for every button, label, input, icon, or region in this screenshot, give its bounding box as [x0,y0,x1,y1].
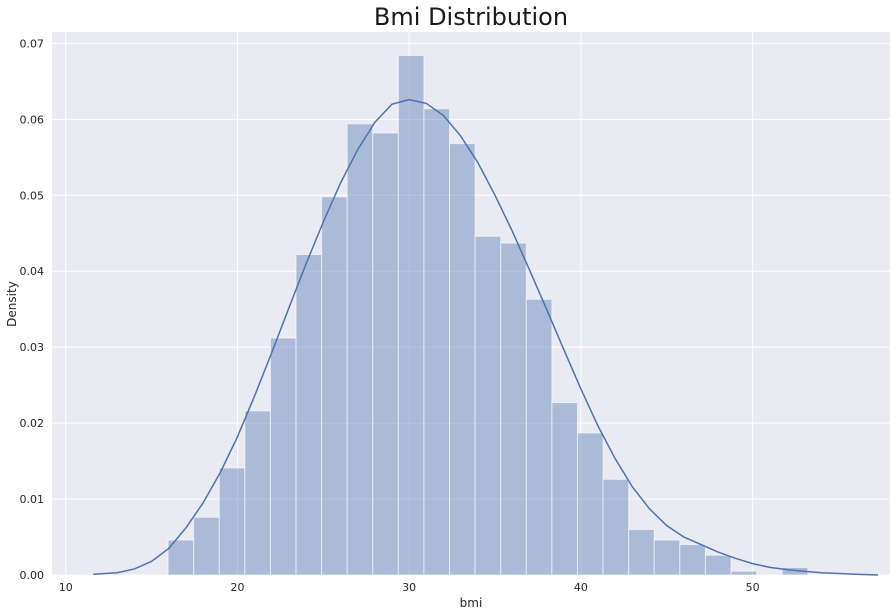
histogram-bar-15 [551,402,578,576]
histogram-bar-7 [346,123,374,576]
x-tick-label-1: 20 [230,581,244,594]
y-tick-label-1: 0.01 [20,493,45,506]
histogram-bar-2 [218,467,246,576]
y-tick-label-4: 0.04 [20,265,45,278]
histogram-bar-16 [576,432,604,576]
histogram-bar-12 [474,235,502,576]
x-tick-label-2: 30 [402,581,416,594]
histogram-bar-3 [244,410,271,576]
histogram-bars [167,55,809,576]
x-tick-label-0: 10 [59,581,73,594]
kde-curve [93,98,879,576]
y-tick-label-2: 0.02 [20,417,45,430]
plot-area [52,32,890,575]
histogram-bar-21 [704,554,732,576]
x-axis-label: bmi [460,596,483,610]
histogram-bar-8 [372,132,399,576]
histogram-bar-1 [193,516,220,576]
y-tick-label-5: 0.05 [20,189,45,202]
x-tick-label-3: 40 [574,581,588,594]
x-tick-label-4: 50 [746,581,760,594]
histogram-bar-20 [679,544,706,576]
y-tick-label-6: 0.06 [20,113,45,126]
chart-title: Bmi Distribution [374,3,568,31]
histogram-bar-11 [449,143,476,576]
grid-lines [52,32,890,576]
y-axis-label: Density [5,281,19,327]
histogram-bar-14 [525,298,553,576]
histogram-bar-17 [602,478,630,576]
histogram-bar-0 [167,539,195,576]
axis-ticks: 10 20 30 40 50 0.00 0.01 0.02 0.03 0.04 0.05 0.06 0.… [20,37,760,594]
y-tick-label-7: 0.07 [20,37,45,50]
histogram-bar-6 [321,196,348,576]
histogram-bar-4 [269,337,297,576]
histogram-bar-18 [628,528,655,576]
histogram-bar-22 [730,570,758,576]
histogram-bar-19 [653,539,681,576]
histogram-bar-10 [423,108,451,576]
histogram-bar-5 [295,254,323,576]
y-tick-label-0: 0.00 [20,569,45,582]
histogram-bar-13 [500,242,527,576]
y-tick-label-3: 0.03 [20,341,45,354]
histogram-bar-9 [397,55,425,576]
